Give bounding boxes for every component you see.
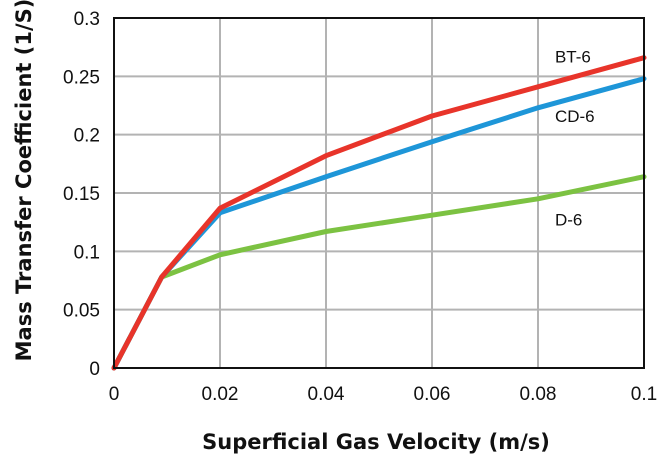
x-tick-labels: 0 0.02 0.04 0.06 0.08 0.1 — [109, 384, 658, 405]
x-axis-title: Superficial Gas Velocity (m/s) — [202, 430, 550, 454]
series-lines — [111, 55, 647, 371]
y-tick-labels: 0 0.05 0.1 0.15 0.2 0.25 0.3 — [63, 9, 100, 380]
y-tick-label: 0.05 — [63, 301, 100, 322]
x-tick-label: 0.06 — [414, 384, 451, 405]
y-axis-title: Mass Transfer Coefficient (1/S) — [12, 0, 36, 361]
x-tick-label: 0.08 — [520, 384, 557, 405]
x-tick-label: 0 — [109, 384, 120, 405]
y-tick-label: 0.2 — [74, 126, 100, 147]
series-line-bt-6 — [111, 55, 647, 371]
series-label-bt-6: BT-6 — [555, 47, 591, 66]
series-line-d-6 — [111, 174, 647, 371]
x-tick-label: 0.02 — [202, 384, 239, 405]
series-label-cd-6: CD-6 — [555, 107, 595, 126]
x-tick-label: 0.04 — [308, 384, 345, 405]
y-tick-label: 0 — [89, 359, 100, 380]
y-tick-label: 0.1 — [74, 242, 100, 263]
y-tick-label: 0.25 — [63, 67, 100, 88]
series-labels: BT-6 CD-6 D-6 — [555, 47, 595, 229]
y-tick-label: 0.15 — [63, 184, 100, 205]
grid-lines — [114, 18, 644, 368]
y-tick-label: 0.3 — [74, 9, 100, 30]
x-tick-label: 0.1 — [631, 384, 657, 405]
plot-frame — [113, 17, 645, 369]
series-label-d-6: D-6 — [555, 211, 582, 230]
